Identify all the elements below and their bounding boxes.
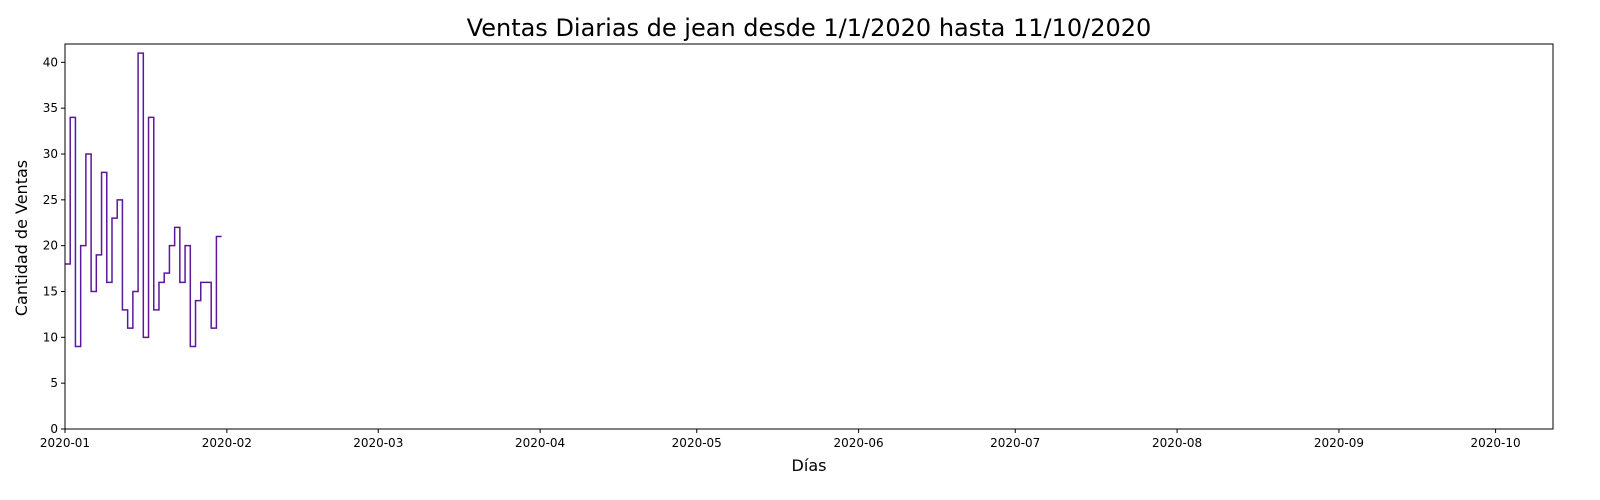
y-axis: 0 5 10 15 20 25 30 35 40 bbox=[43, 55, 65, 436]
x-tick-label: 2020-10 bbox=[1470, 436, 1520, 450]
x-tick-label: 2020-01 bbox=[40, 436, 90, 450]
x-tick-label: 2020-02 bbox=[202, 436, 252, 450]
y-axis-label: Cantidad de Ventas bbox=[12, 160, 31, 316]
series-line bbox=[65, 52, 222, 348]
series-group bbox=[65, 52, 222, 348]
x-tick-label: 2020-04 bbox=[515, 436, 565, 450]
y-tick-label: 5 bbox=[50, 376, 58, 390]
y-tick-label: 0 bbox=[50, 422, 58, 436]
x-tick-label: 2020-09 bbox=[1314, 436, 1364, 450]
y-tick-label: 30 bbox=[43, 147, 58, 161]
y-tick-label: 35 bbox=[43, 101, 58, 115]
x-tick-label: 2020-08 bbox=[1152, 436, 1202, 450]
x-tick-label: 2020-07 bbox=[990, 436, 1040, 450]
x-tick-label: 2020-05 bbox=[672, 436, 722, 450]
y-tick-label: 10 bbox=[43, 330, 58, 344]
x-axis-label: Días bbox=[792, 456, 827, 475]
y-tick-label: 40 bbox=[43, 55, 58, 69]
y-tick-label: 25 bbox=[43, 193, 58, 207]
x-axis: 2020-01 2020-02 2020-03 2020-04 2020-05 2020-… bbox=[40, 429, 1521, 450]
y-tick-label: 20 bbox=[43, 239, 58, 253]
y-tick-label: 15 bbox=[43, 285, 58, 299]
chart-title: Ventas Diarias de jean desde 1/1/2020 ha… bbox=[467, 14, 1152, 42]
plot-frame bbox=[64, 43, 1554, 430]
x-tick-label: 2020-03 bbox=[353, 436, 403, 450]
x-tick-label: 2020-06 bbox=[834, 436, 884, 450]
